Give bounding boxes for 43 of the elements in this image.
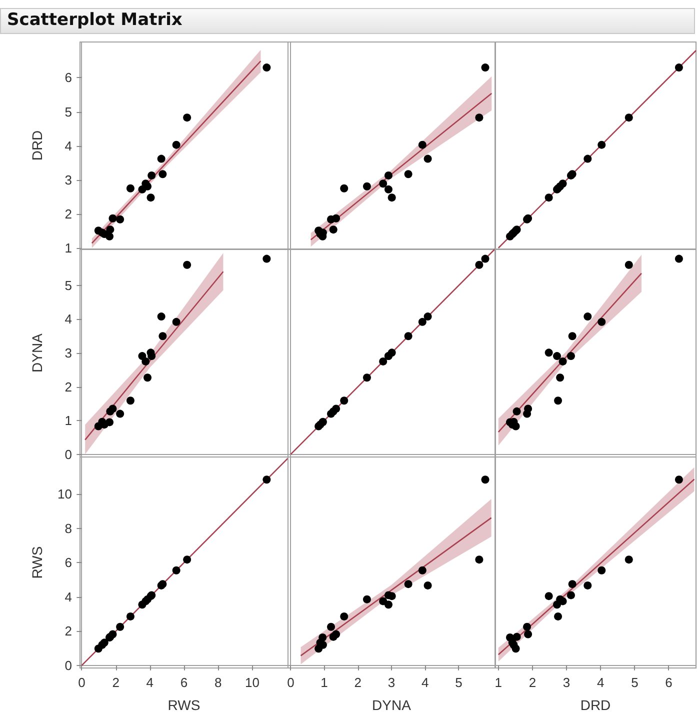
y-tick-label: 2 [64, 206, 72, 222]
y-tick-label: 8 [64, 520, 72, 536]
x-tick-label: 5 [455, 675, 462, 690]
y-tick-label: 4 [64, 589, 72, 604]
y-tick-label: 3 [64, 172, 72, 188]
y-tick-label: 6 [64, 70, 72, 86]
x-tick-label: 6 [180, 675, 188, 690]
y-tick-label: 5 [64, 278, 72, 293]
x-tick-label: 3 [562, 675, 570, 690]
y-tick-label: 2 [64, 624, 72, 639]
y-axis-title: DYNA [29, 332, 45, 372]
x-tick-label: 0 [287, 675, 294, 690]
x-tick-label: 5 [631, 675, 638, 690]
y-tick-label: 0 [64, 658, 72, 673]
x-tick-label: 8 [214, 675, 222, 690]
x-axis-title: RWS [168, 697, 200, 713]
y-tick-label: 4 [64, 138, 72, 154]
y-tick-label: 1 [64, 240, 72, 256]
y-axis-title: RWS [29, 546, 45, 579]
x-tick-label: 2 [112, 675, 120, 690]
y-tick-label: 2 [64, 379, 72, 394]
x-tick-label: 3 [388, 675, 396, 690]
x-axis-title: DYNA [372, 697, 412, 713]
x-tick-label: 4 [596, 675, 604, 690]
x-tick-label: 0 [78, 675, 86, 690]
x-tick-label: 1 [494, 675, 502, 690]
x-tick-label: 2 [528, 675, 536, 690]
x-tick-label: 6 [665, 675, 672, 690]
x-tick-label: 1 [320, 675, 328, 690]
y-tick-label: 3 [64, 346, 72, 360]
x-axis-title: DRD [580, 697, 611, 713]
y-axis-title: DRD [29, 130, 45, 161]
x-tick-label: 4 [421, 675, 429, 690]
y-tick-label: 1 [64, 413, 72, 428]
y-tick-label: 5 [64, 104, 72, 120]
x-tick-label: 10 [244, 675, 260, 690]
x-tick-label: 2 [354, 675, 362, 690]
y-tick-label: 6 [64, 555, 72, 570]
y-tick-label: 0 [64, 446, 72, 462]
x-tick-label: 4 [146, 675, 154, 690]
y-tick-label: 4 [64, 312, 72, 327]
chart-title: Scatterplot Matrix [7, 10, 182, 30]
y-tick-label: 10 [58, 486, 72, 502]
